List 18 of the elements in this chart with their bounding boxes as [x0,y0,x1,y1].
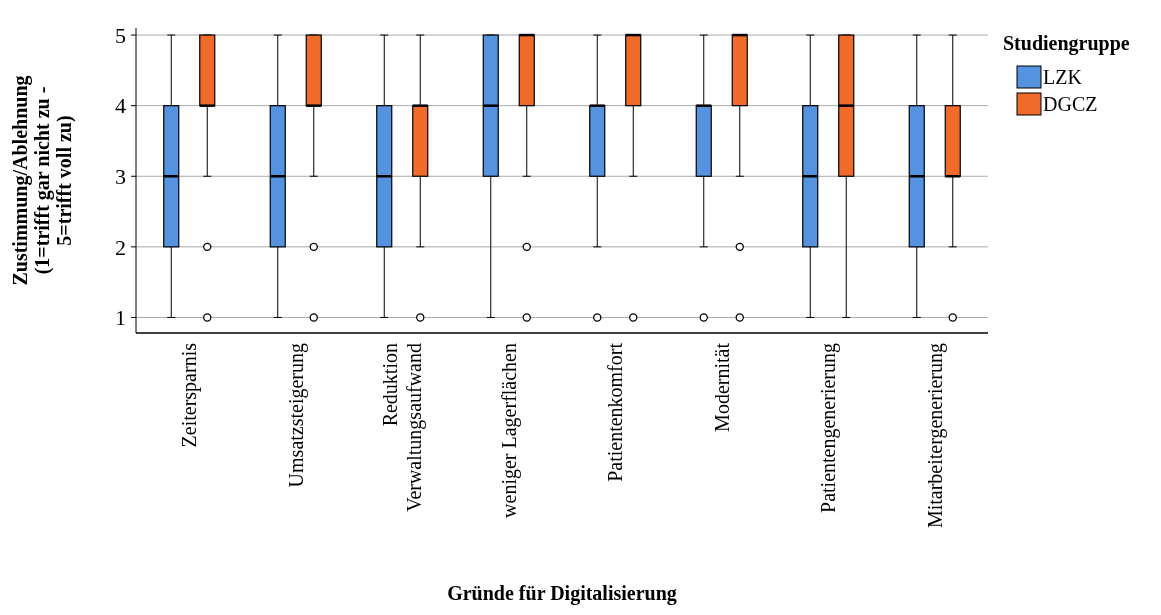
y-tick-label: 4 [115,93,126,119]
legend-label: DGCZ [1043,93,1098,115]
legend-title: Studiengruppe [1003,32,1130,55]
y-tick-label: 1 [115,305,126,331]
y-tick-label: 2 [115,234,126,260]
y-tick-label: 5 [115,22,126,48]
x-tick-label: Reduktion Verwaltungsaufwand [379,343,427,512]
y-axis-title: Zustimmung/Ablehnung (1=trifft gar nicht zu - 5=trifft voll zu) [9,75,76,286]
x-tick-label: Zeitersparnis [178,342,202,448]
x-tick-label: Umsatzsteigerung [284,343,308,488]
x-tick-label: Mitarbeitergenerierung [923,343,947,529]
x-tick-label: Patientenkomfort [604,342,627,482]
x-axis-title: Gründe für Digitalisierung [447,582,677,605]
x-tick-label: Patientengenerierung [817,343,841,513]
legend-label: LZK [1043,66,1083,88]
y-tick-label: 3 [115,163,126,189]
x-tick-label: Modernität [710,342,733,432]
x-tick-label: weniger Lagerflächen [497,343,521,518]
